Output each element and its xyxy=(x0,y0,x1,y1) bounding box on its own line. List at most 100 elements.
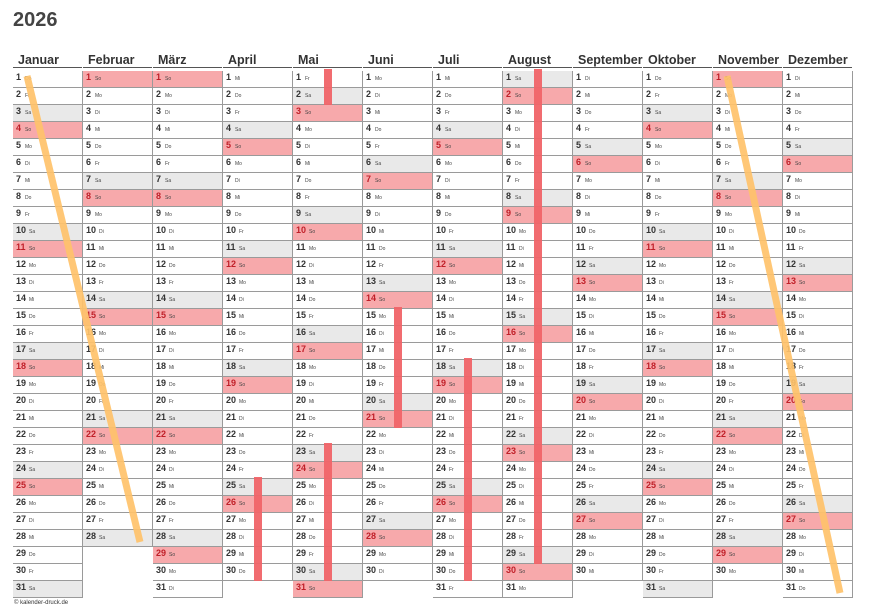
day-cell[interactable]: 24 Di xyxy=(713,462,783,479)
day-cell[interactable]: 27 Fr xyxy=(713,513,783,530)
day-cell[interactable]: 23 Sa xyxy=(293,445,363,462)
day-cell[interactable]: 26 Di xyxy=(293,496,363,513)
day-cell[interactable]: 26 Do xyxy=(153,496,223,513)
day-cell[interactable]: 9 Mo xyxy=(83,207,153,224)
day-cell[interactable]: 8 Mi xyxy=(223,190,293,207)
day-cell[interactable]: 10 Di xyxy=(83,224,153,241)
day-cell[interactable]: 22 So xyxy=(83,428,153,445)
day-cell[interactable]: 19 Sa xyxy=(573,377,643,394)
day-cell[interactable]: 28 Sa xyxy=(713,530,783,547)
day-cell[interactable]: 5 Sa xyxy=(573,139,643,156)
day-cell[interactable]: 17 Do xyxy=(783,343,853,360)
day-cell[interactable]: 28 So xyxy=(363,530,433,547)
day-cell[interactable]: 1 Do xyxy=(13,71,83,88)
day-cell[interactable]: 1 So xyxy=(713,71,783,88)
day-cell[interactable]: 15 Di xyxy=(573,309,643,326)
day-cell[interactable]: 31 Mo xyxy=(503,581,573,598)
day-cell[interactable]: 9 Fr xyxy=(643,207,713,224)
day-cell[interactable]: 2 Fr xyxy=(643,88,713,105)
day-cell[interactable]: 29 Do xyxy=(13,547,83,564)
day-cell[interactable]: 14 Sa xyxy=(83,292,153,309)
day-cell[interactable]: 9 Do xyxy=(433,207,503,224)
day-cell[interactable]: 13 Fr xyxy=(153,275,223,292)
day-cell[interactable]: 3 Sa xyxy=(643,105,713,122)
day-cell[interactable]: 13 Mi xyxy=(293,275,363,292)
day-cell[interactable]: 8 Sa xyxy=(503,190,573,207)
day-cell[interactable]: 18 Sa xyxy=(433,360,503,377)
day-cell[interactable]: 18 Mi xyxy=(153,360,223,377)
day-cell[interactable]: 27 Di xyxy=(13,513,83,530)
day-cell[interactable]: 13 So xyxy=(783,275,853,292)
day-cell[interactable]: 12 Do xyxy=(153,258,223,275)
day-cell[interactable]: 19 So xyxy=(433,377,503,394)
day-cell[interactable]: 14 Sa xyxy=(713,292,783,309)
day-cell[interactable]: 11 Mo xyxy=(293,241,363,258)
day-cell[interactable]: 27 Mo xyxy=(223,513,293,530)
day-cell[interactable]: 22 Di xyxy=(573,428,643,445)
day-cell[interactable]: 15 Do xyxy=(13,309,83,326)
day-cell[interactable]: 13 Sa xyxy=(363,275,433,292)
day-cell[interactable]: 24 Sa xyxy=(13,462,83,479)
day-cell[interactable]: 7 Di xyxy=(223,173,293,190)
day-cell[interactable]: 15 Fr xyxy=(293,309,363,326)
day-cell[interactable]: 4 Fr xyxy=(783,122,853,139)
day-cell[interactable]: 17 Fr xyxy=(433,343,503,360)
day-cell[interactable]: 7 Do xyxy=(293,173,363,190)
day-cell[interactable]: 27 Fr xyxy=(83,513,153,530)
day-cell[interactable]: 26 Mo xyxy=(13,496,83,513)
day-cell[interactable]: 12 Sa xyxy=(573,258,643,275)
day-cell[interactable]: 15 So xyxy=(153,309,223,326)
day-cell[interactable]: 13 Di xyxy=(13,275,83,292)
day-cell[interactable]: 2 Sa xyxy=(293,88,363,105)
day-cell[interactable]: 15 Do xyxy=(643,309,713,326)
day-cell[interactable]: 14 Mi xyxy=(643,292,713,309)
day-cell[interactable]: 11 So xyxy=(13,241,83,258)
day-cell[interactable]: 28 Di xyxy=(223,530,293,547)
day-cell[interactable]: 31 Sa xyxy=(643,581,713,598)
day-cell[interactable]: 4 Di xyxy=(503,122,573,139)
day-cell[interactable]: 26 Sa xyxy=(783,496,853,513)
day-cell[interactable]: 31 Do xyxy=(783,581,853,598)
day-cell[interactable]: 10 Do xyxy=(573,224,643,241)
day-cell[interactable]: 24 Sa xyxy=(643,462,713,479)
day-cell[interactable]: 29 Di xyxy=(573,547,643,564)
day-cell[interactable]: 28 Mo xyxy=(573,530,643,547)
day-cell[interactable]: 15 Mi xyxy=(433,309,503,326)
day-cell[interactable]: 15 Mi xyxy=(223,309,293,326)
day-cell[interactable]: 7 Di xyxy=(433,173,503,190)
day-cell[interactable]: 8 Do xyxy=(643,190,713,207)
day-cell[interactable]: 19 Fr xyxy=(363,377,433,394)
day-cell[interactable]: 16 Mo xyxy=(713,326,783,343)
day-cell[interactable]: 26 So xyxy=(433,496,503,513)
day-cell[interactable]: 26 So xyxy=(223,496,293,513)
day-cell[interactable]: 30 Mo xyxy=(713,564,783,581)
day-cell[interactable]: 8 Fr xyxy=(293,190,363,207)
day-cell[interactable]: 6 Di xyxy=(13,156,83,173)
day-cell[interactable]: 29 Mo xyxy=(363,547,433,564)
day-cell[interactable]: 23 Fr xyxy=(643,445,713,462)
day-cell[interactable]: 23 Fr xyxy=(13,445,83,462)
day-cell[interactable]: 25 Mi xyxy=(153,479,223,496)
day-cell[interactable]: 4 Mi xyxy=(83,122,153,139)
day-cell[interactable]: 22 Mo xyxy=(363,428,433,445)
day-cell[interactable]: 24 Mo xyxy=(503,462,573,479)
day-cell[interactable]: 10 Fr xyxy=(433,224,503,241)
day-cell[interactable]: 6 Do xyxy=(503,156,573,173)
day-cell[interactable]: 25 So xyxy=(13,479,83,496)
day-cell[interactable]: 18 Fr xyxy=(573,360,643,377)
day-cell[interactable]: 21 Mi xyxy=(643,411,713,428)
day-cell[interactable]: 4 Sa xyxy=(433,122,503,139)
day-cell[interactable]: 7 Mo xyxy=(783,173,853,190)
day-cell[interactable]: 14 Fr xyxy=(503,292,573,309)
day-cell[interactable]: 7 Sa xyxy=(83,173,153,190)
day-cell[interactable]: 6 Mi xyxy=(293,156,363,173)
day-cell[interactable]: 22 Do xyxy=(643,428,713,445)
day-cell[interactable]: 7 Mi xyxy=(13,173,83,190)
day-cell[interactable]: 7 Mo xyxy=(573,173,643,190)
day-cell[interactable]: 12 Mo xyxy=(643,258,713,275)
day-cell[interactable]: 24 Fr xyxy=(433,462,503,479)
day-cell[interactable]: 12 Sa xyxy=(783,258,853,275)
day-cell[interactable]: 5 Mi xyxy=(503,139,573,156)
day-cell[interactable]: 29 Mi xyxy=(433,547,503,564)
day-cell[interactable]: 23 Do xyxy=(223,445,293,462)
